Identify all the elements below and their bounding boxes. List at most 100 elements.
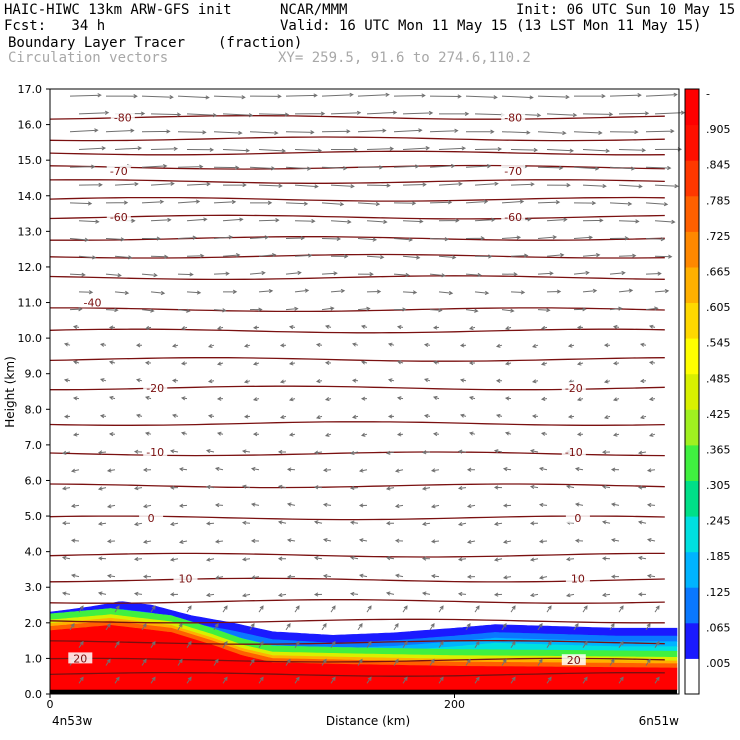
y-tick-label-11: 11.0 [18,297,43,310]
vector-474 [609,201,633,206]
y-tick-label-9: 9.0 [25,368,43,381]
contour-label-bg-2 [106,164,131,176]
vector-493 [69,164,96,169]
vector-296 [315,379,323,384]
contour-label-bg-5 [501,211,526,223]
vector-33 [645,658,651,666]
colorbar-tick-16: .005 [706,657,731,670]
vector-269 [567,414,575,419]
tracer-fill [49,601,678,694]
vector-18 [105,658,111,666]
vector-521 [474,146,503,152]
vector-11 [474,676,480,684]
vector-236 [601,449,611,455]
vector-143 [322,538,332,543]
contour-labels: -80 -80 -70 -70 -60 -60 -40 -20 -20 -10 -10 0 0 10 10 2… [68,111,590,667]
vector-102 [70,573,80,578]
vector-32 [609,658,615,666]
vector-19 [141,658,147,666]
y-tick-label-17: 17.0 [18,83,43,96]
vector-541 [573,130,603,135]
vector-201 [565,484,575,489]
vector-384 [438,290,454,296]
vector-277 [252,397,260,402]
vector-144 [358,538,368,543]
vector-293 [207,379,215,384]
y-tick-label-1: 1.0 [25,652,43,665]
vector-40 [294,640,300,648]
contour-label-bg-10 [561,446,586,457]
vector-199 [493,485,503,490]
vector-265 [423,413,431,419]
vector-415 [330,254,349,259]
temp-contour-18 [49,214,665,220]
contour-label-bg-14 [565,572,590,584]
vector-365 [357,306,371,311]
colorbar-tick-1: .905 [706,123,731,136]
field-name: Boundary Layer Tracer [8,35,186,51]
vector-41 [330,640,336,648]
y-tick-label-7: 7.0 [25,439,43,452]
contour-label-5: -60 [504,211,522,224]
vector-205 [106,468,116,473]
vector-326 [171,343,179,348]
terrain [50,689,677,694]
temp-contour-14 [50,307,665,313]
vector-48 [582,640,588,648]
contour-label-bg-1 [501,111,526,123]
vector-417 [402,255,421,260]
vector-112 [430,574,440,579]
vector-109 [322,574,332,579]
vector-169 [637,520,647,525]
vector-246 [361,432,368,437]
colorbar-tick-10: .365 [706,443,731,456]
vector-84 [654,605,660,613]
vector-99 [565,593,575,598]
vector-286 [577,397,584,402]
vector-398 [321,271,338,276]
colorbar-tick-13: .185 [706,550,731,563]
vector-77 [402,605,408,613]
vector-216 [502,467,512,472]
temp-contour-22 [49,150,665,156]
vector-266 [459,413,467,418]
vector-292 [171,378,179,383]
vector-408 [78,255,97,260]
contour-label-14: 10 [571,572,585,585]
vector-124 [241,557,251,562]
valid-time: Valid: 16 UTC Mon 11 May 15 (13 LST Mon … [280,18,702,34]
vector-36 [150,640,156,648]
vector-402 [465,272,482,278]
vector-15 [618,676,624,684]
contour-label-15: 20 [73,652,87,665]
vector-23 [285,658,291,666]
vector-188 [97,486,107,491]
contour-label-7: -20 [146,382,164,395]
vector-192 [241,484,251,489]
vector-197 [421,486,431,491]
vector-343 [181,326,188,331]
vector-464 [249,200,273,205]
vector-38 [222,640,228,648]
vector-328 [243,343,251,348]
colorbar-swatch-10 [685,302,699,339]
vector-70 [150,605,156,613]
vector-252 [576,432,584,437]
vector-431 [285,235,306,241]
vector-101 [637,592,647,597]
temp-contour-12 [49,357,665,362]
colorbar-swatch-3 [685,551,699,588]
vector-575 [574,93,606,99]
vector-434 [393,237,414,242]
vector-26 [393,658,399,666]
vector-16 [654,676,660,684]
colorbar-tick-5: .665 [706,266,731,279]
vector-399 [357,272,374,277]
vector-125 [277,556,287,561]
vector-274 [144,395,152,400]
vector-517 [330,147,359,152]
vector-529 [141,129,171,134]
vector-331 [352,342,359,347]
vector-83 [618,605,624,613]
